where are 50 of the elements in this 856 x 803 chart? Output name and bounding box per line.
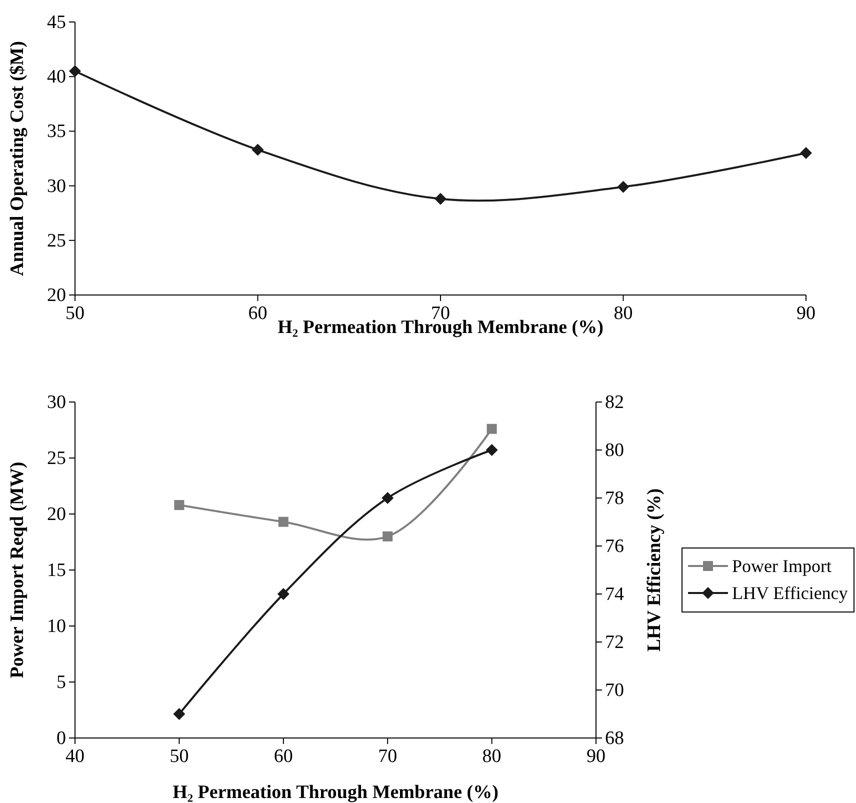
x-tick-label: 50 (170, 746, 189, 767)
y2-tick-label: 68 (605, 728, 624, 749)
x-tick-label: 60 (274, 746, 293, 767)
y-axis-title: Annual Operating Cost ($M) (7, 41, 28, 276)
x-tick-label: 90 (586, 746, 606, 767)
y-tick-label: 25 (47, 230, 66, 252)
y2-tick-label: 80 (605, 440, 624, 461)
point (617, 180, 630, 193)
y-tick-label: 0 (56, 728, 66, 749)
legend-label: Power Import (732, 556, 832, 576)
y2-tick-label: 72 (605, 632, 624, 653)
point (174, 500, 184, 510)
x-tick-label: 70 (431, 303, 450, 324)
y2-tick-label: 76 (605, 536, 624, 557)
y-tick-label: 20 (47, 504, 66, 525)
point (382, 492, 394, 504)
point (252, 144, 264, 156)
y-tick-label: 25 (47, 448, 66, 469)
x-tick-label: 80 (614, 303, 633, 324)
y-tick-label: 20 (47, 285, 66, 306)
y-tick-label: 10 (47, 616, 66, 637)
x-tick-label: 50 (66, 303, 84, 324)
point (382, 531, 393, 542)
legend-label: LHV Efficiency (732, 583, 848, 603)
y-tick-label: 15 (47, 560, 66, 581)
point (486, 444, 498, 456)
x-tick-label: 70 (378, 746, 398, 767)
x-tick-label: 90 (796, 303, 816, 324)
y-tick-label: 5 (56, 672, 66, 693)
y2-tick-label: 74 (605, 584, 624, 605)
y-tick-label: 40 (47, 66, 66, 88)
point (277, 588, 290, 600)
point (69, 65, 81, 78)
x-tick-label: 80 (482, 746, 502, 767)
y-tick-label: 45 (47, 12, 66, 33)
point (278, 516, 288, 527)
y2-tick-label: 82 (605, 392, 624, 413)
y2-tick-label: 78 (605, 488, 624, 509)
x-tick-label: 60 (248, 303, 268, 324)
point (173, 708, 186, 720)
point (800, 147, 812, 160)
point (486, 424, 497, 434)
y-axis-title: Power Import Reqd (MW) (7, 462, 28, 678)
y2-tick-label: 70 (605, 680, 624, 701)
y-tick-label: 30 (47, 176, 66, 197)
y-tick-label: 30 (47, 392, 66, 413)
x-axis-title: H₂ Permeation Through Membrane (%) (172, 782, 498, 803)
y2-axis-title: LHV Efficiency (%) (644, 488, 665, 652)
point (434, 192, 446, 205)
y-tick-label: 35 (47, 121, 66, 142)
